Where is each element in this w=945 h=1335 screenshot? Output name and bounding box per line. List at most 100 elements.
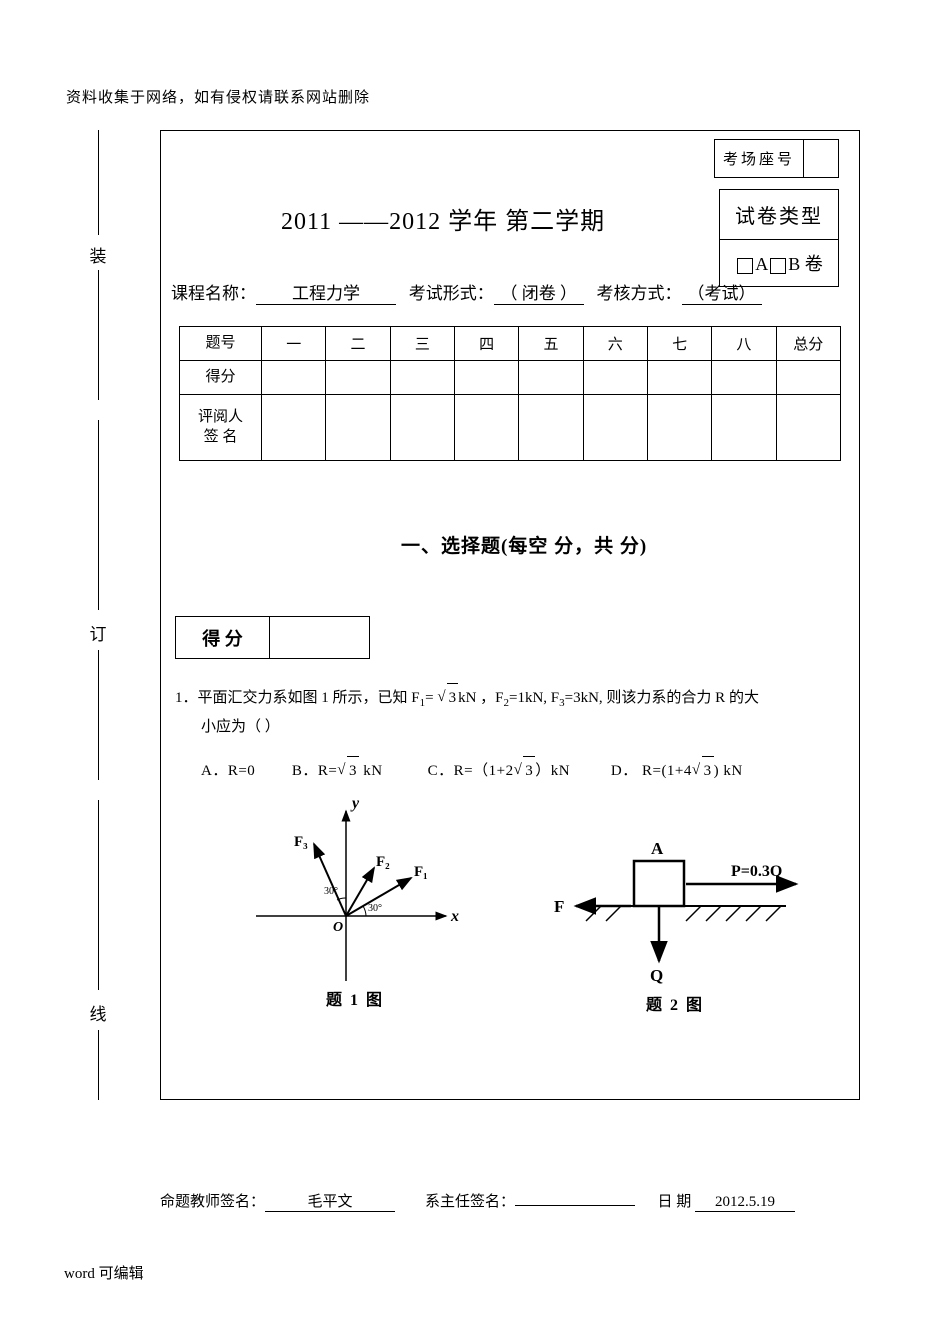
exam-form-value: （ 闭卷 ） [494,279,584,305]
option-b-label: B 卷 [788,254,823,274]
course-name-value: 工程力学 [256,279,396,305]
table-row: 题号 一 二 三 四 五 六 七 八 总分 [180,327,841,361]
col-header: 八 [712,327,776,361]
origin-label: O [333,920,343,935]
f1-label: F₁ [414,864,428,880]
reviewer-cell [390,395,454,461]
score-cell [583,361,647,395]
reviewer-cell [262,395,326,461]
x-axis-label: x [450,908,459,925]
score-cell [390,361,454,395]
paper-type-title: 试卷类型 [720,190,838,240]
score-cell [262,361,326,395]
score-cell [712,361,776,395]
binding-char: 装 [88,242,108,267]
score-cell [455,361,519,395]
option-c: C．R=（1+ [428,763,506,779]
binding-line [98,270,99,400]
reviewer-cell [583,395,647,461]
score-cell [647,361,711,395]
figure-2-caption: 题 2 图 [646,991,704,1015]
checkbox-a [737,258,753,274]
date-label: 日 期 [658,1194,692,1210]
force-f-label: F [554,897,564,916]
reviewer-cell [647,395,711,461]
col-header: 六 [583,327,647,361]
header-note: 资料收集于网络，如有侵权请联系网站删除 [66,86,370,107]
binding-line [98,1030,99,1100]
force-p-label: P=0.3Q [731,863,782,880]
col-header: 总分 [776,327,840,361]
q1-number: 1． [175,690,198,706]
q1-text: =1kN, F [509,690,559,706]
binding-char: 订 [88,620,108,645]
angle1-label: 30° [368,903,382,914]
dept-sign-value [515,1205,635,1206]
table-row: 得分 [180,361,841,395]
exam-form-label: 考试形式： [409,284,494,303]
exam-frame: 考场座号 试卷类型 A B 卷 2011 ——2012 学年 第二学期 课程名称：… [160,130,860,1100]
teacher-sign-label: 命题教师签名： [160,1194,265,1210]
score-box-label: 得 分 [176,617,270,659]
teacher-sign-value: 毛平文 [265,1190,395,1212]
footer-note: word 可编辑 [64,1262,144,1283]
section-score-box: 得 分 [175,616,370,659]
score-cell [519,361,583,395]
footer-signatures: 命题教师签名：毛平文 系主任签名： 日 期 2012.5.19 [160,1190,795,1212]
date-value: 2012.5.19 [695,1194,795,1212]
seat-label: 考场座号 [714,139,804,178]
f2-label: F₂ [376,854,390,870]
seat-number-box: 考场座号 [714,139,839,178]
exam-method-label: 考核方式： [597,284,682,303]
col-header: 三 [390,327,454,361]
binding-line [98,130,99,235]
option-a: A．R=0 [201,763,255,779]
col-header: 一 [262,327,326,361]
option-b: B．R= [292,763,337,779]
reviewer-cell [776,395,840,461]
score-table: 题号 一 二 三 四 五 六 七 八 总分 得分 评阅人 签 名 [179,326,841,461]
binding-line [98,800,99,990]
binding-margin: 装 订 线 [84,130,114,1100]
score-cell [776,361,840,395]
block-a-label: A [651,839,664,858]
col-header: 七 [647,327,711,361]
option-c-post: ）kN [535,763,570,779]
q1-text: =3kN, 则该力系的合力 R 的大 [565,690,759,706]
checkbox-b [770,258,786,274]
q1-text: ，F [480,690,503,706]
col-header: 四 [455,327,519,361]
binding-line [98,650,99,780]
figure-1: y x O F₁ F₂ F₃ 30° 30° [216,796,476,996]
reviewer-cell [519,395,583,461]
question-1-line1: 1．平面汇交力系如图 1 所示，已知 F1= √3kN ，F2=1kN, F3=… [175,683,845,714]
figure-1-caption: 题 1 图 [326,986,384,1010]
section-1-title: 一、选择题(每空 分，共 分) [401,531,647,558]
score-box-value [270,617,370,659]
option-b-post: kN [359,763,383,779]
dept-sign-label: 系主任签名： [425,1194,515,1210]
reviewer-cell [455,395,519,461]
col-header: 五 [519,327,583,361]
angle2-label: 30° [324,886,338,897]
course-info: 课程名称：工程力学 考试形式：（ 闭卷 ） 考核方式：（考试） [171,279,845,305]
table-row: 评阅人 签 名 [180,395,841,461]
course-name-label: 课程名称： [171,284,256,303]
seat-value [804,139,839,178]
binding-line [98,420,99,610]
row-label: 题号 [180,327,262,361]
question-1-options: A．R=0 B．R=√3 kN C．R=（1+2√3）kN D． R=(1+4√… [201,756,743,786]
f3-label: F₃ [294,834,308,850]
option-d: D． R=(1+ [611,763,684,779]
col-header: 二 [326,327,390,361]
force-q-label: Q [650,966,663,985]
row-label: 得分 [180,361,262,395]
semester-title: 2011 ——2012 学年 第二学期 [281,201,605,236]
figure-2: A F P=0.3Q Q [546,806,826,1006]
reviewer-cell [712,395,776,461]
row-label: 评阅人 签 名 [180,395,262,461]
figures-area: y x O F₁ F₂ F₃ 30° 30° 题 1 图 [216,796,816,1036]
y-axis-label: y [350,796,360,812]
option-d-post: ) kN [714,763,743,779]
option-a-label: A [755,254,768,274]
